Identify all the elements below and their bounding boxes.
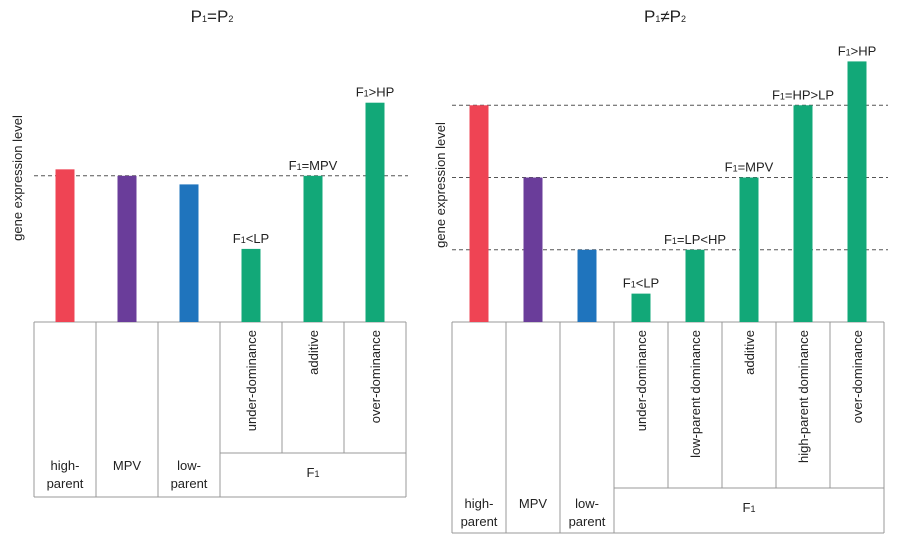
- category-label: high-parent dominance: [796, 330, 811, 463]
- y-axis-label: gene expression level: [433, 122, 448, 248]
- category-label: over-dominance: [850, 330, 865, 423]
- bar-MPV: [117, 175, 137, 322]
- bar-additive: [303, 175, 323, 322]
- bar-annotation: F1=MPV: [725, 160, 774, 175]
- category-label: additive: [306, 330, 321, 375]
- bar-under-dominance: [241, 248, 261, 322]
- bar-annotation: F1<LP: [623, 276, 659, 291]
- bar-additive: [739, 177, 759, 322]
- group-label-f1: F1: [743, 500, 756, 515]
- chart-panel-1: P1=P2 gene expression level F1<LP F1=MPV F1>…: [10, 7, 408, 498]
- bar-over-dominance: [847, 61, 867, 323]
- bar-under-dominance: [631, 293, 651, 322]
- bar-over-dominance: [365, 102, 385, 322]
- chart-title: P1=P2: [191, 7, 234, 26]
- category-label: over-dominance: [368, 330, 383, 423]
- bar-low-parent-dominance: [685, 249, 705, 322]
- category-label: MPV: [113, 458, 142, 473]
- chart-title: P1≠P2: [644, 7, 686, 26]
- category-label: under-dominance: [244, 330, 259, 431]
- bar-annotation: F1>HP: [838, 43, 877, 58]
- bar-annotation: F1=HP>LP: [772, 87, 834, 102]
- category-label: low-parent: [569, 496, 606, 529]
- group-label-f1: F1: [307, 465, 320, 480]
- bar-MPV: [523, 177, 543, 322]
- category-label: high-parent: [461, 496, 498, 529]
- category-label: low-parent dominance: [688, 330, 703, 458]
- category-label: high-parent: [47, 458, 84, 491]
- category-label: additive: [742, 330, 757, 375]
- bar-low-parent: [179, 184, 199, 322]
- category-label: low-parent: [171, 458, 208, 491]
- bar-high-parent-dominance: [793, 105, 813, 322]
- bar-annotation: F1>HP: [356, 85, 395, 100]
- bar-annotation: F1=LP<HP: [664, 232, 726, 247]
- y-axis-label: gene expression level: [10, 115, 25, 241]
- category-label: MPV: [519, 496, 548, 511]
- bar-annotation: F1=MPV: [289, 158, 338, 173]
- bar-high-parent: [469, 105, 489, 322]
- category-label: under-dominance: [634, 330, 649, 431]
- bar-high-parent: [55, 169, 75, 322]
- bar-annotation: F1<LP: [233, 231, 269, 246]
- bar-low-parent: [577, 249, 597, 322]
- chart-panel-2: P1≠P2 gene expression level F1<LP F1=LP<HP F…: [433, 7, 888, 534]
